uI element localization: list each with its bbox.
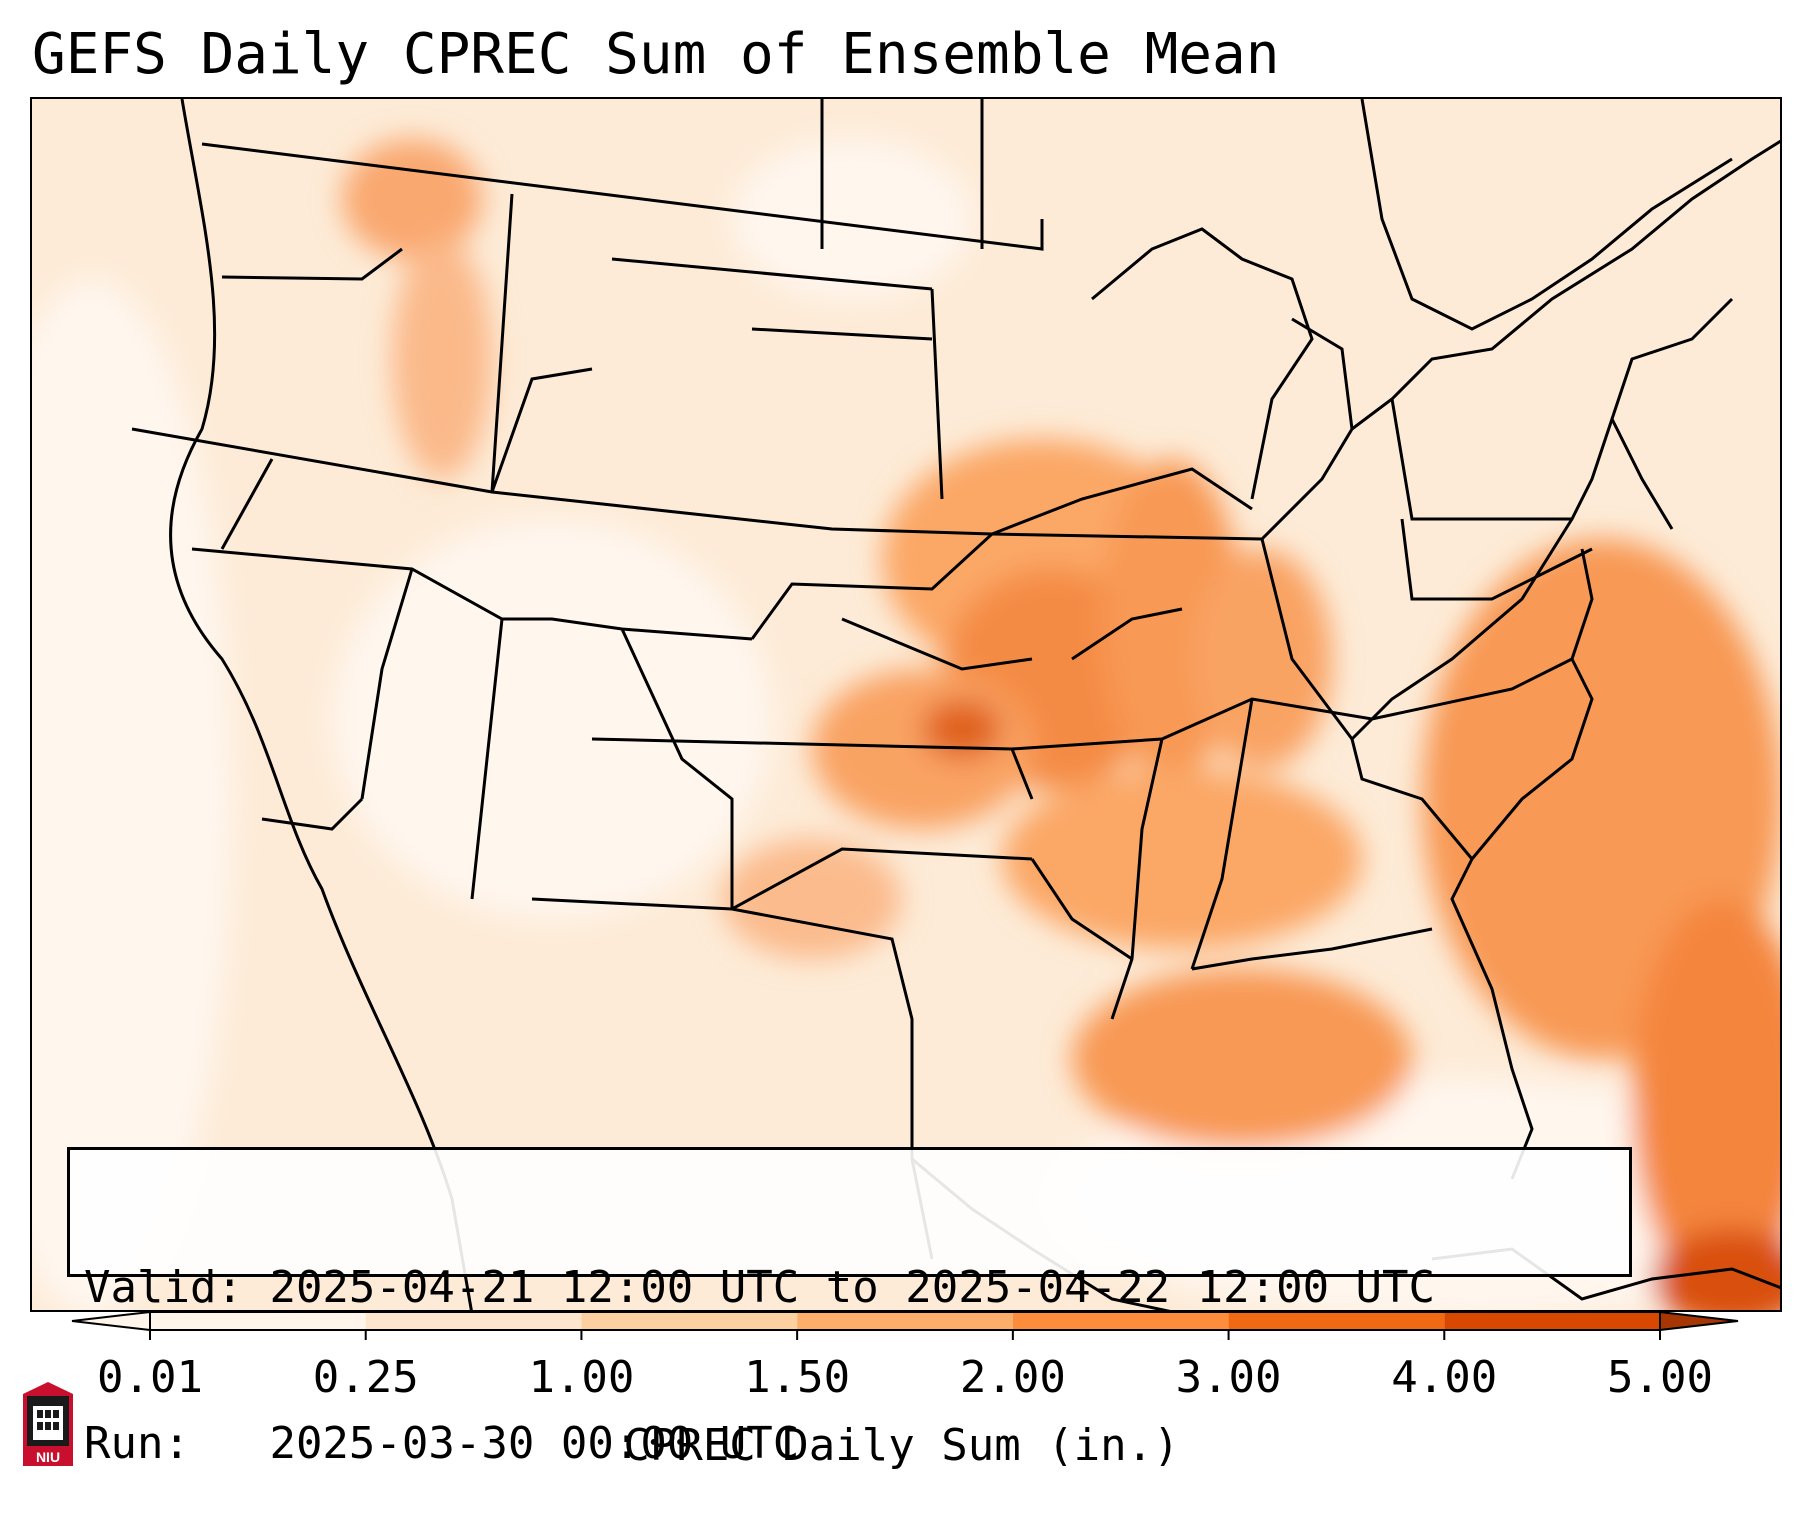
- colorbar-segment: [581, 1312, 798, 1330]
- precip-field: [32, 139, 1780, 1310]
- map-title: GEFS Daily CPREC Sum of Ensemble Mean: [32, 22, 1280, 87]
- precipitation-map: [30, 97, 1782, 1312]
- niu-logo: NIU: [23, 1382, 73, 1466]
- colorbar-segment: [797, 1312, 1013, 1330]
- run-line: Run: 2025-03-30 00:00 UTC: [84, 1418, 1629, 1470]
- colorbar-tick-label: 1.50: [744, 1352, 851, 1403]
- colorbar-arrow-max: [1659, 1310, 1739, 1332]
- colorbar-tick-label: 1.00: [528, 1352, 635, 1403]
- colorbar-label: CPREC Daily Sum (in.): [623, 1420, 1180, 1471]
- valid-line: Valid: 2025-04-21 12:00 UTC to 2025-04-2…: [84, 1262, 1629, 1314]
- colorbar-segment: [1012, 1312, 1229, 1330]
- borders: [131, 99, 1780, 1310]
- run-value: 2025-03-30 00:00 UTC: [269, 1418, 800, 1469]
- logo-text: NIU: [36, 1449, 60, 1465]
- colorbar-segment: [1444, 1312, 1660, 1330]
- colorbar-segment: [365, 1312, 582, 1330]
- colorbar-arrow-min: [71, 1310, 151, 1332]
- colorbar-ticks: [149, 1330, 1661, 1340]
- colorbar-segment: [1228, 1312, 1445, 1330]
- colorbar-outline: [149, 1311, 1661, 1331]
- colorbar-tick-label: 0.25: [312, 1352, 419, 1403]
- info-box: Valid: 2025-04-21 12:00 UTC to 2025-04-2…: [67, 1147, 1632, 1469]
- colorbar-tick-label: 5.00: [1607, 1352, 1713, 1403]
- run-label: Run:: [84, 1418, 190, 1469]
- colorbar-segments: [71, 1310, 1739, 1332]
- colorbar-tick-label: 0.01: [97, 1352, 203, 1403]
- valid-label: Valid:: [84, 1262, 243, 1313]
- colorbar-tick-label: 3.00: [1175, 1352, 1282, 1403]
- colorbar: [71, 1310, 1739, 1340]
- colorbar-tick-label: 2.00: [959, 1352, 1066, 1403]
- colorbar-segment: [150, 1312, 366, 1330]
- map-canvas: [32, 99, 1780, 1310]
- valid-value: 2025-04-21 12:00 UTC to 2025-04-22 12:00…: [269, 1262, 1436, 1313]
- colorbar-tick-label: 4.00: [1391, 1352, 1498, 1403]
